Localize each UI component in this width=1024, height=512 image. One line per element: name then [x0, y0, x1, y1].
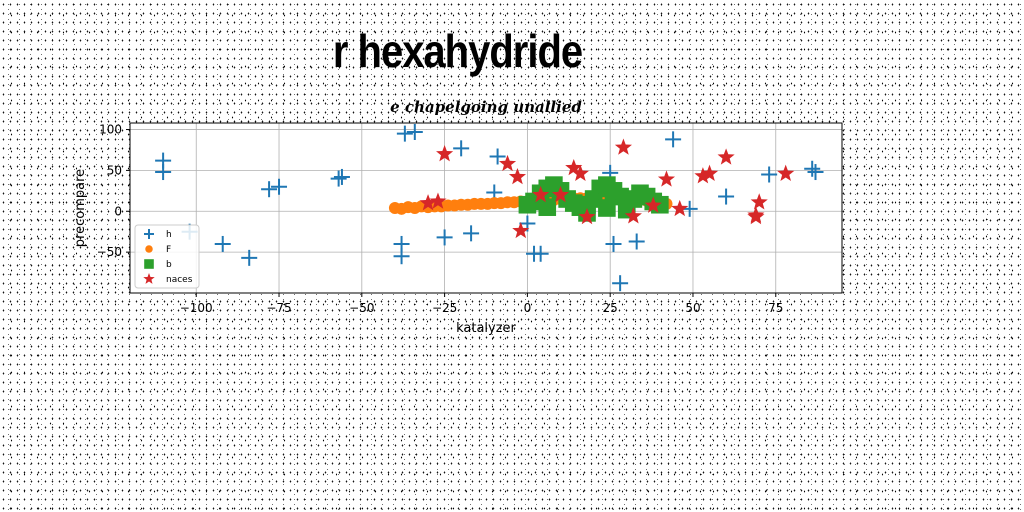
data-point	[694, 167, 712, 184]
legend-marker	[145, 245, 153, 253]
y-tick-label: 100	[99, 123, 122, 137]
data-point	[657, 170, 676, 187]
series-b	[518, 176, 669, 222]
data-point	[717, 148, 735, 165]
data-point	[671, 199, 689, 217]
legend-label: F	[166, 245, 171, 255]
legend-box	[134, 224, 200, 289]
data-point	[463, 225, 480, 242]
banner-title: r hexahydride	[332, 26, 583, 78]
data-point	[396, 125, 413, 142]
x-axis-label: katalyzer	[456, 321, 516, 336]
data-point	[241, 249, 258, 266]
legend-label: b	[166, 260, 172, 270]
legend: hFb naces	[134, 224, 200, 289]
data-point	[665, 131, 682, 148]
y-tick-label: 50	[107, 163, 122, 177]
data-point	[614, 138, 632, 155]
data-point	[436, 145, 454, 162]
axis-ticks: −100 −75 −50 −25 0 25 50 75 −50 0 50 100	[97, 123, 784, 315]
legend-marker	[143, 273, 155, 284]
data-point	[538, 198, 557, 216]
x-tick-label: −25	[432, 301, 457, 315]
data-point	[498, 154, 517, 172]
data-point	[532, 185, 550, 203]
x-tick-label: 0	[524, 301, 532, 315]
data-point	[807, 164, 824, 181]
x-tick-label: −75	[266, 301, 291, 315]
data-point	[578, 207, 596, 225]
data-point	[612, 275, 629, 292]
y-tick-label: 0	[114, 204, 122, 218]
data-point	[747, 206, 765, 223]
data-point	[406, 123, 423, 140]
data-point	[508, 167, 527, 185]
legend-label: naces	[166, 275, 193, 285]
data-point	[512, 221, 530, 239]
data-point	[436, 229, 453, 246]
data-point	[214, 235, 231, 252]
data-point	[777, 164, 795, 181]
y-tick-label: −50	[97, 245, 122, 259]
data-point	[453, 140, 470, 157]
data-point	[489, 148, 506, 165]
x-tick-label: 50	[685, 301, 700, 315]
data-point	[804, 160, 821, 177]
y-axis-label: precompare	[73, 169, 88, 247]
data-point	[571, 164, 589, 181]
series-naces	[419, 138, 795, 239]
data-point	[750, 193, 768, 210]
data-point	[565, 158, 583, 176]
data-point	[605, 235, 622, 252]
data-point	[644, 196, 662, 213]
chart-title: e chapelgoing unallied	[390, 98, 582, 116]
data-point	[718, 188, 735, 205]
data-point	[628, 233, 645, 250]
data-point	[551, 185, 570, 203]
data-point	[393, 248, 410, 265]
x-tick-label: −50	[349, 301, 374, 315]
data-point	[761, 166, 778, 183]
x-tick-label: −100	[180, 301, 213, 315]
legend-label: h	[166, 230, 172, 240]
plot-frame	[129, 122, 843, 294]
data-point	[155, 164, 172, 181]
data-point	[700, 164, 719, 181]
legend-marker	[144, 229, 154, 239]
data-point	[429, 192, 447, 209]
data-point	[598, 199, 616, 217]
data-point	[532, 245, 549, 262]
x-tick-label: 75	[768, 301, 783, 315]
data-point	[261, 181, 278, 198]
legend-marker	[144, 259, 154, 269]
x-tick-label: 25	[603, 301, 618, 315]
data-point	[271, 178, 288, 195]
data-point	[624, 207, 642, 224]
data-point	[330, 170, 347, 187]
data-point	[419, 194, 437, 211]
data-point	[333, 168, 350, 185]
